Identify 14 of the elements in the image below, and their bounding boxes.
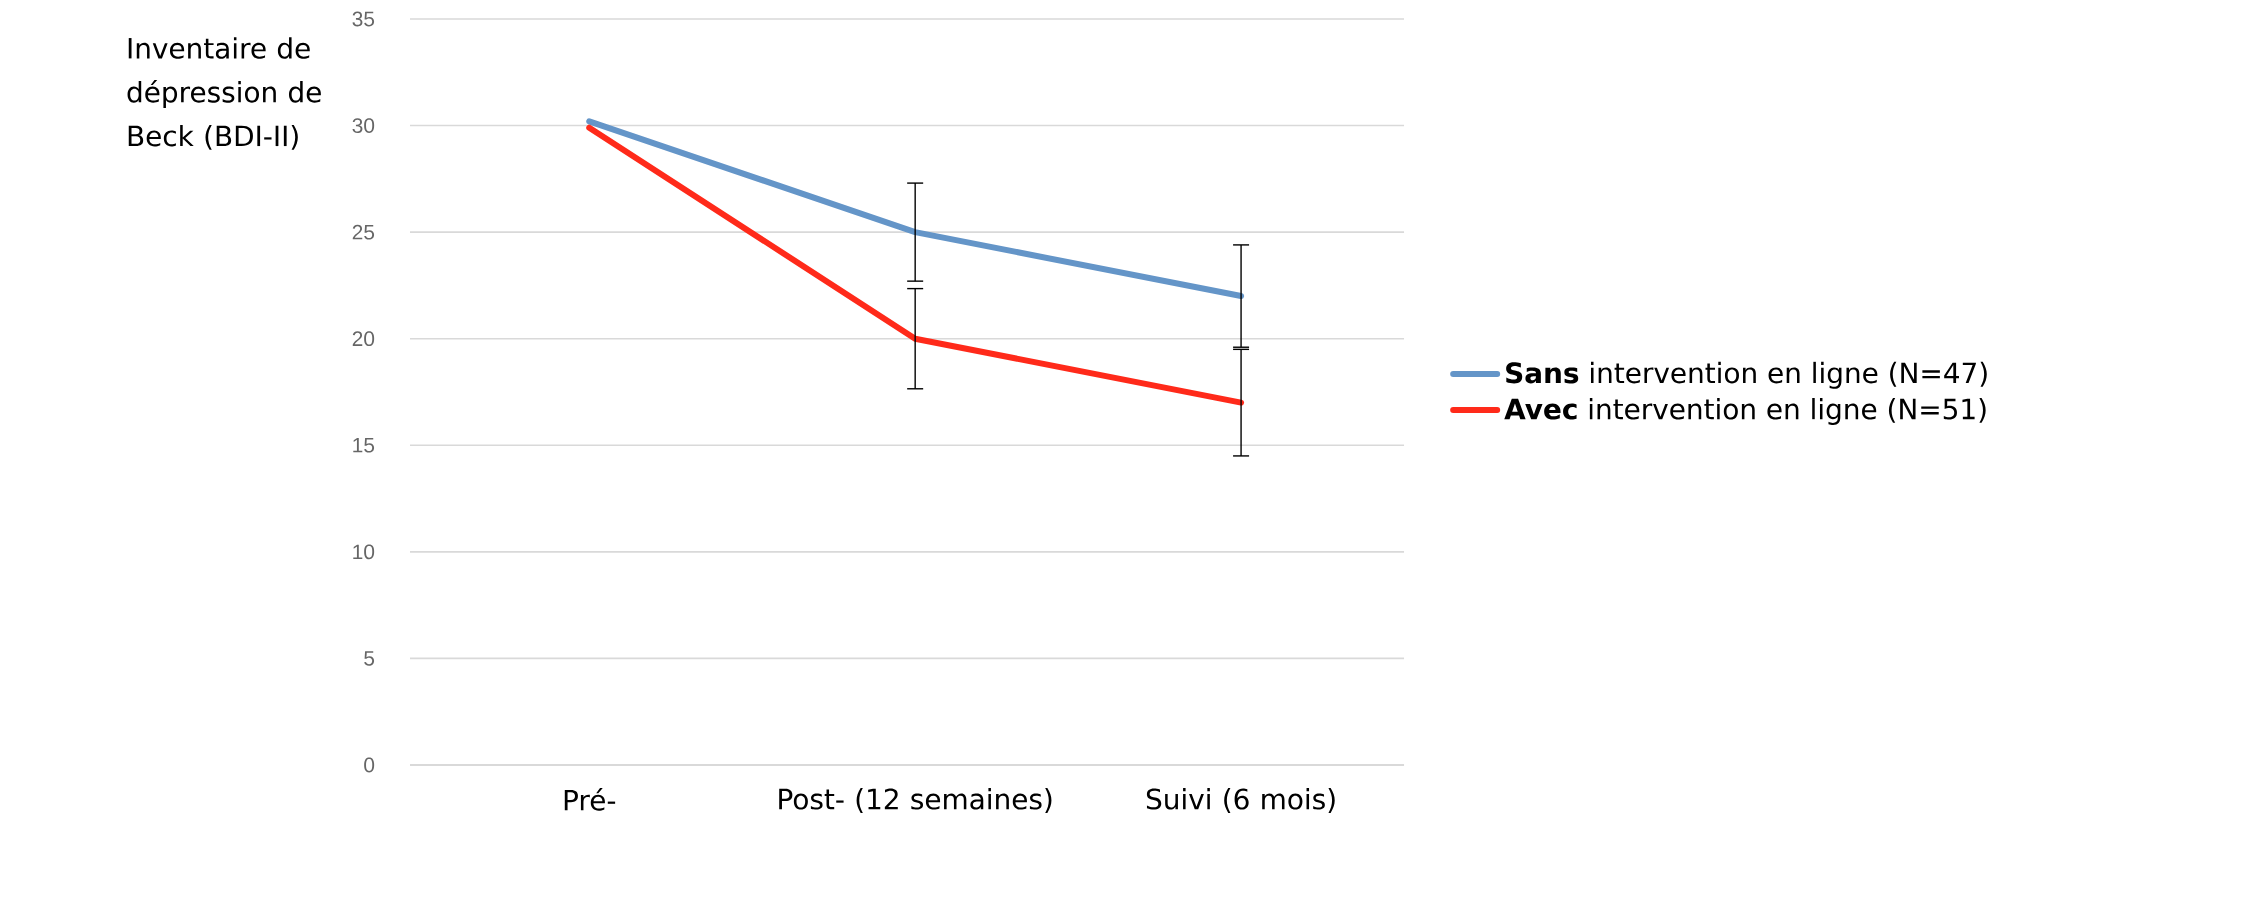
y-tick-label: 10: [353, 544, 375, 560]
y-axis-title: Inventaire de dépression de Beck (BDI-II): [127, 37, 321, 150]
legend-label: Avec intervention en ligne (N=51): [1504, 397, 1986, 425]
y-tick-label: 20: [352, 331, 375, 347]
x-tick-label: Post- (12 semaines): [779, 788, 1052, 813]
y-tick-label: 25: [352, 224, 375, 240]
x-tick-label: Suivi (6 mois): [1146, 788, 1335, 813]
y-tick-label: 0: [364, 757, 375, 773]
y-tick-label: 30: [352, 118, 375, 133]
y-tick-label: 15: [353, 437, 375, 453]
y-tick-label: 5: [364, 651, 375, 666]
x-tick-label: Pré-: [564, 788, 616, 811]
y-tick-label: 35: [352, 11, 375, 27]
legend-label: Sans intervention en ligne (N=47): [1506, 361, 1987, 389]
